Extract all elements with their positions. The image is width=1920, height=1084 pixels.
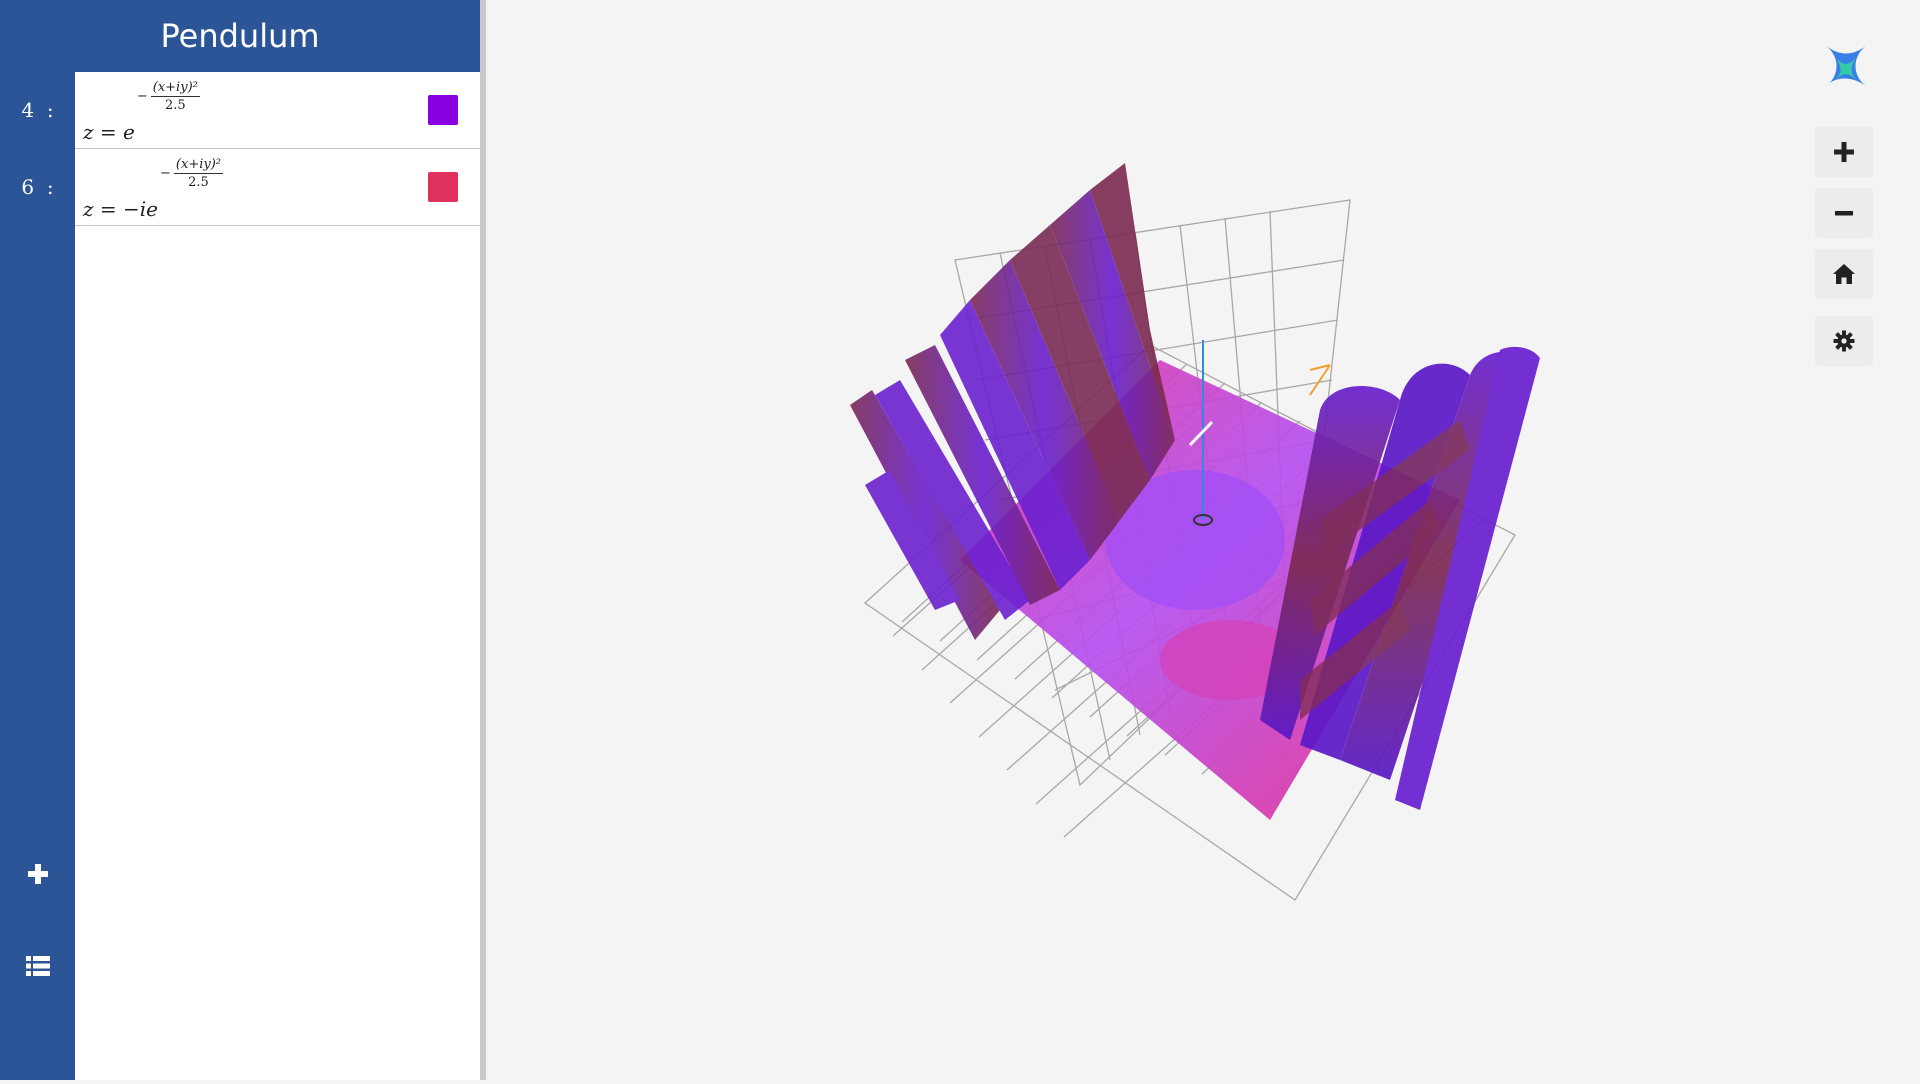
zoom-out-icon <box>1835 211 1853 216</box>
equation-exponent: − (x+iy)² 2.5 <box>160 157 224 190</box>
surface-ridges-right <box>1260 346 1540 810</box>
3d-plot[interactable] <box>486 0 1920 1080</box>
graph-viewport[interactable] <box>486 0 1920 1080</box>
equation-lhs: z = <box>83 197 117 221</box>
settings-button[interactable] <box>1815 316 1873 366</box>
equation-base: −ie <box>123 197 159 221</box>
surface-highlight <box>1105 470 1285 610</box>
gear-icon <box>1833 330 1855 352</box>
equation-exponent: − (x+iy)² 2.5 <box>136 80 200 113</box>
add-equation-button[interactable] <box>0 854 75 894</box>
plus-icon <box>27 864 48 884</box>
side-rail <box>0 72 75 1080</box>
equation-list-button[interactable] <box>0 946 75 986</box>
home-icon <box>1833 264 1855 284</box>
zoom-out-button[interactable] <box>1815 188 1873 238</box>
color-swatch[interactable] <box>428 95 458 125</box>
equation-formula[interactable]: z = −ie − (x+iy)² 2.5 <box>83 155 224 227</box>
equation-lhs: z = <box>83 120 117 144</box>
app-title: Pendulum <box>0 0 480 72</box>
equation-base: e <box>123 120 135 144</box>
equation-row[interactable]: 4 : z = e − (x+iy)² 2.5 <box>21 72 480 150</box>
surface-highlight <box>1160 620 1300 700</box>
equation-panel: Pendulum 4 : z = e − (x+iy)² 2.5 6 : z =… <box>0 0 480 1080</box>
equation-index: 4 : <box>21 98 54 122</box>
panel-divider[interactable] <box>480 0 486 1080</box>
color-swatch[interactable] <box>428 172 458 202</box>
app-logo-icon <box>1826 46 1866 86</box>
home-view-button[interactable] <box>1815 249 1873 299</box>
zoom-in-button[interactable] <box>1815 127 1873 177</box>
zoom-in-icon <box>1834 142 1854 162</box>
equation-formula[interactable]: z = e − (x+iy)² 2.5 <box>83 78 200 150</box>
surface-ridges-left <box>850 163 1175 640</box>
axes <box>1188 340 1331 526</box>
equation-index: 6 : <box>21 175 54 199</box>
equation-row[interactable]: 6 : z = −ie − (x+iy)² 2.5 <box>21 149 480 227</box>
list-icon <box>25 956 50 976</box>
